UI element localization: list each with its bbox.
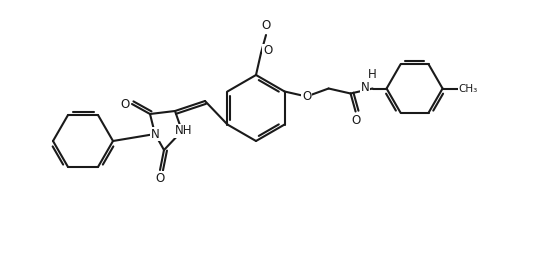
Text: O: O (155, 172, 165, 185)
Text: H: H (368, 68, 377, 81)
Text: N: N (361, 81, 370, 94)
Text: O: O (121, 97, 130, 110)
Text: O: O (351, 115, 360, 128)
Text: N: N (151, 128, 159, 140)
Text: CH₃: CH₃ (458, 84, 478, 94)
Text: O: O (263, 44, 272, 57)
Text: O: O (302, 90, 311, 103)
Text: O: O (262, 19, 271, 32)
Text: NH: NH (175, 124, 193, 137)
